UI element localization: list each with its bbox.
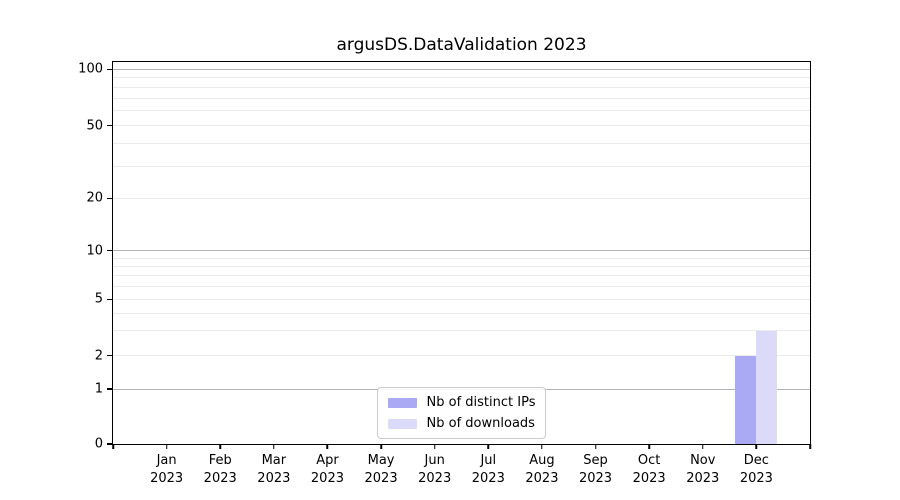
x-axis-tick-label-line: 2023: [632, 471, 666, 487]
y-axis-tick-label: 0: [94, 436, 103, 452]
legend-item-distinct-ips: Nb of distinct IPs: [387, 395, 536, 410]
x-axis-tick-label-line: Feb: [208, 453, 232, 468]
gridline-major: [113, 250, 810, 252]
x-axis-tick-label-line: 2023: [418, 471, 452, 487]
x-axis-tick-label: Nov 2023: [686, 452, 719, 488]
y-axis-tick-label: 1: [94, 381, 103, 397]
x-axis-tick: [273, 444, 275, 449]
x-axis-edge-tick: [809, 444, 811, 449]
x-axis-tick: [165, 444, 168, 449]
y-axis-tick-label: 100: [78, 61, 103, 77]
x-axis-tick-label: Sep 2023: [579, 452, 612, 488]
x-axis-tick-label-line: Mar: [261, 453, 287, 468]
gridline-minor: [113, 312, 810, 314]
x-axis-tick-label-line: Apr: [316, 453, 339, 468]
x-axis-tick-label: Feb 2023: [204, 452, 237, 488]
x-axis-tick-label: Dec 2023: [740, 452, 773, 488]
x-axis-tick-label-line: 2023: [525, 471, 559, 487]
x-axis-tick-label-line: Nov: [690, 453, 716, 468]
x-axis-tick: [702, 444, 704, 449]
x-axis-tick-label-line: 2023: [150, 471, 184, 487]
x-axis-tick-label: Oct 2023: [633, 452, 666, 488]
x-axis-tick-label-line: Oct: [637, 453, 661, 468]
x-axis-tick-label-line: 2023: [471, 471, 505, 487]
y-axis-tick: [107, 388, 113, 390]
y-axis-tick-label: 50: [86, 118, 103, 134]
y-axis-tick: [107, 249, 113, 252]
gridline-minor: [113, 86, 810, 88]
x-axis-tick-label: Jun 2023: [418, 452, 451, 488]
x-axis-tick: [433, 444, 436, 449]
x-axis-tick-label-line: 2023: [310, 471, 344, 487]
bar-distinct-ips: [735, 355, 757, 444]
y-axis-tick: [107, 124, 113, 127]
x-axis-tick-label-line: 2023: [203, 471, 237, 487]
x-axis-tick: [594, 444, 597, 449]
x-axis-tick-label-line: Sep: [583, 453, 608, 468]
gridline-minor: [113, 265, 810, 267]
y-axis-tick: [107, 443, 113, 445]
x-axis-tick-label-line: Jul: [480, 453, 497, 468]
x-axis-tick: [219, 444, 221, 449]
legend: Nb of distinct IPs Nb of downloads: [376, 387, 547, 439]
gridline-minor: [113, 330, 810, 332]
x-axis-tick-label: Aug 2023: [525, 452, 558, 488]
x-axis-tick-label: Mar 2023: [257, 452, 290, 488]
x-axis-tick-label-line: 2023: [686, 471, 720, 487]
x-axis-tick-label: Apr 2023: [311, 452, 344, 488]
x-axis-tick-label-line: Jun: [424, 453, 445, 468]
x-axis-tick-label: May 2023: [365, 452, 398, 488]
x-axis-tick-label-line: Dec: [743, 453, 769, 468]
x-axis-tick-label-line: Jan: [156, 453, 177, 468]
y-axis-tick: [107, 354, 113, 357]
y-axis-tick: [107, 197, 113, 200]
legend-item-downloads: Nb of downloads: [387, 416, 536, 431]
gridline-major: [113, 68, 810, 70]
x-axis-tick: [648, 444, 650, 449]
legend-swatch-distinct-ips-icon: [387, 397, 417, 408]
x-axis-tick-label: Jul 2023: [472, 452, 505, 488]
bar-downloads: [756, 330, 778, 444]
legend-label-downloads: Nb of downloads: [426, 416, 535, 431]
gridline-minor: [113, 257, 810, 259]
x-axis-tick: [380, 444, 382, 449]
x-axis-edge-tick: [112, 444, 114, 449]
plot-area: 0 1 2 5 10 20 50 100 Jan 2023 Feb 2023 Mar 2023 Apr 202…: [78, 61, 811, 486]
gridline-minor: [113, 77, 810, 79]
gridline-minor: [113, 286, 810, 288]
chart-title: argusDS.DataValidation 2023: [336, 35, 587, 55]
x-axis-tick: [541, 444, 543, 449]
gridline-minor: [113, 197, 810, 199]
x-axis-tick-label-line: 2023: [364, 471, 398, 487]
gridline-minor: [113, 275, 810, 277]
x-axis-tick-label-line: May: [367, 453, 395, 468]
legend-swatch-downloads-icon: [387, 418, 417, 429]
gridline-minor: [113, 298, 810, 300]
x-axis-tick-label-line: 2023: [578, 471, 613, 487]
gridline-minor: [113, 97, 810, 99]
legend-label-distinct-ips: Nb of distinct IPs: [426, 395, 536, 410]
x-axis-tick: [487, 444, 490, 449]
x-axis-tick-label: Jan 2023: [150, 452, 183, 488]
y-axis-tick-label: 2: [94, 348, 103, 364]
y-axis-tick-label: 20: [86, 190, 103, 206]
x-axis-tick: [755, 444, 758, 449]
gridline-minor: [113, 165, 810, 167]
x-axis-tick: [326, 444, 329, 449]
y-axis-tick-label: 5: [94, 291, 103, 307]
x-axis-tick-label-line: Aug: [529, 453, 555, 468]
y-axis-tick-label: 10: [86, 243, 103, 259]
x-axis-tick-label-line: 2023: [257, 471, 291, 487]
gridline-minor: [113, 142, 810, 144]
gridline-minor: [113, 355, 810, 357]
y-axis-tick: [107, 298, 113, 301]
gridline-minor: [113, 110, 810, 112]
x-axis-tick-label-line: 2023: [739, 471, 773, 487]
y-axis-tick: [107, 68, 113, 71]
gridline-minor: [113, 125, 810, 127]
